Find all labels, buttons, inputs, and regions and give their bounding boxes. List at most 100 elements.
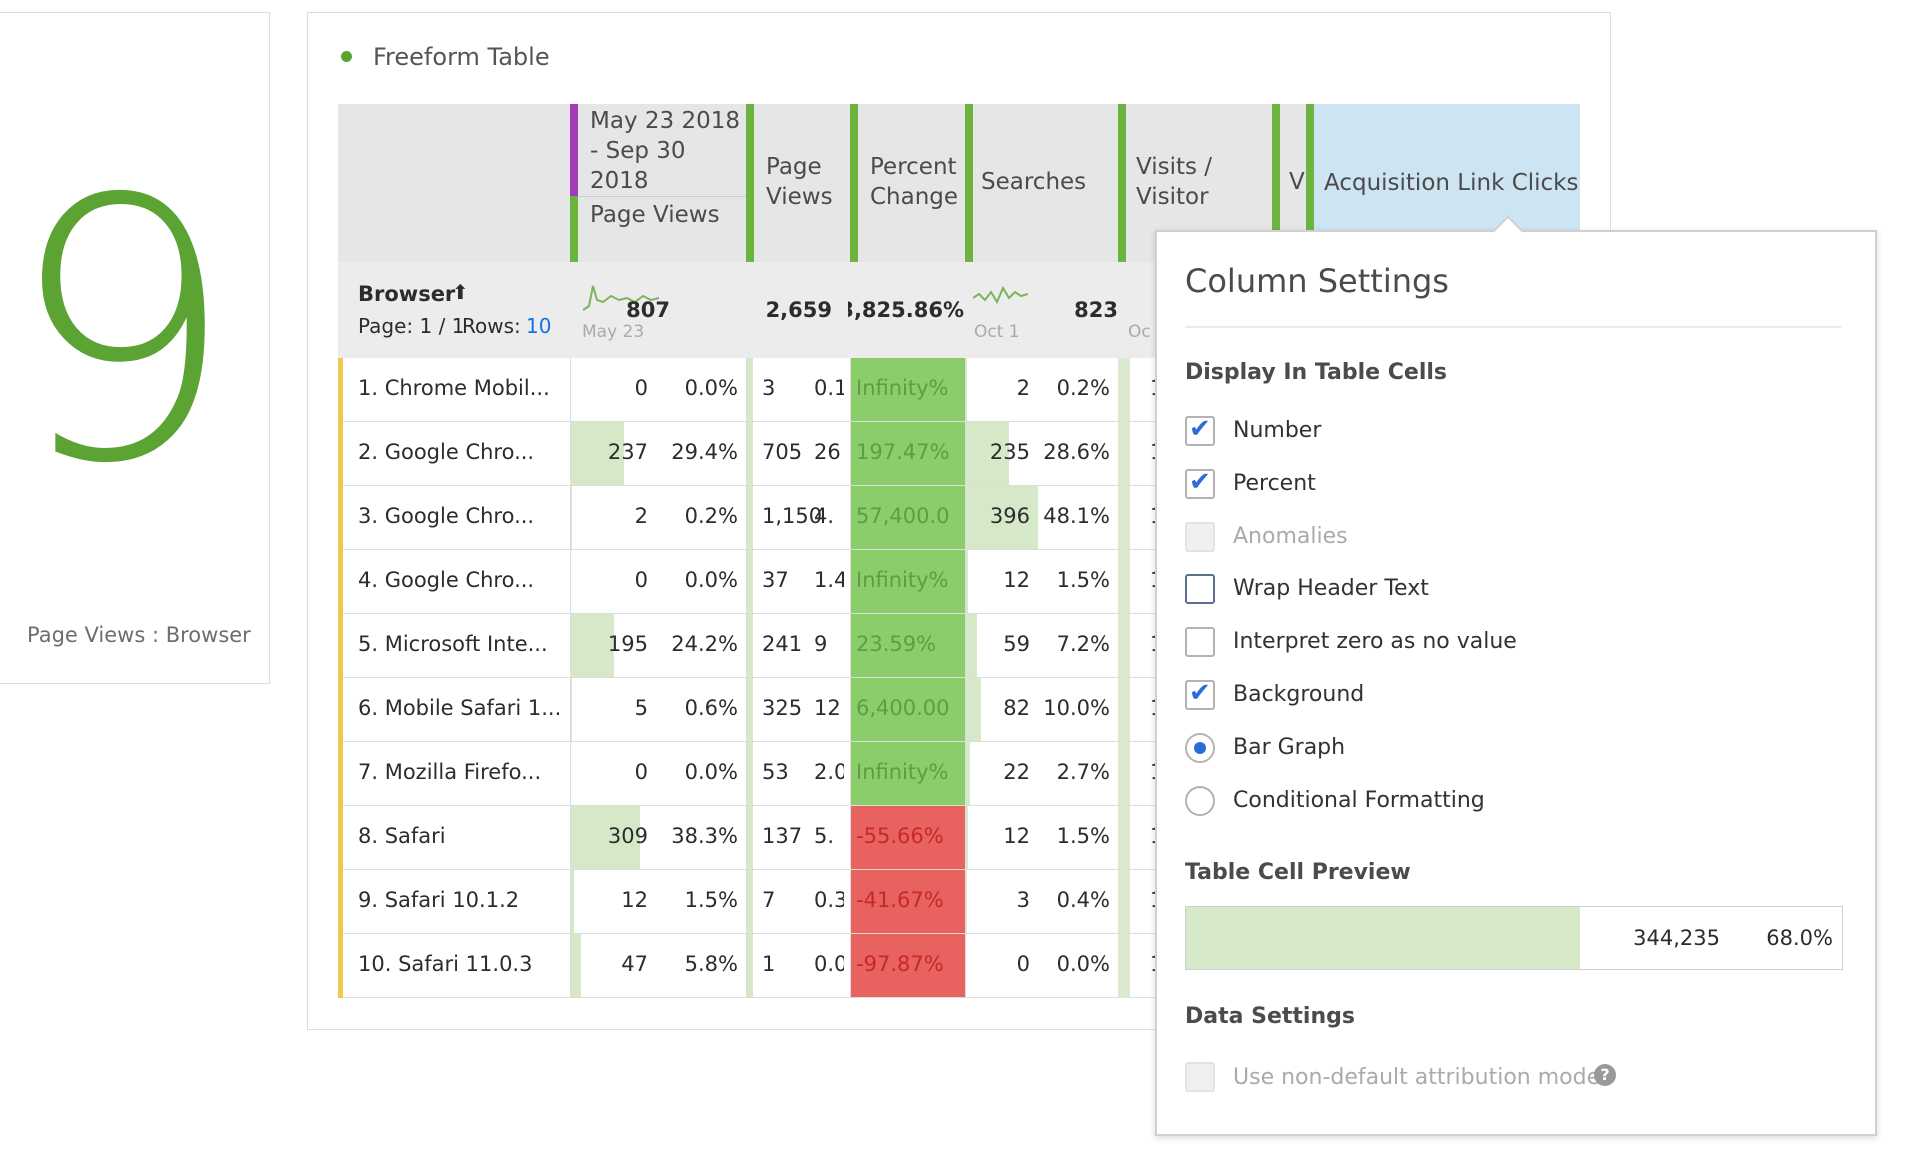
dimension-label[interactable]: Browser: [358, 282, 456, 306]
row-label[interactable]: 5. Microsoft Inte...: [358, 632, 548, 656]
percent-change-cell: [851, 870, 965, 933]
header-v: V: [1289, 169, 1305, 195]
header-searches: Searches: [981, 169, 1087, 195]
option-label[interactable]: Bar Graph: [1233, 734, 1346, 760]
row-marker: [338, 486, 343, 550]
cell-divider: [965, 422, 966, 486]
searches-value: 2: [1016, 376, 1030, 400]
page-views-2-value: 137: [762, 824, 803, 848]
page-views-bar: [571, 614, 615, 677]
pv2-strip: [747, 934, 753, 997]
row-marker: [338, 422, 343, 486]
page-views-bar: [571, 806, 640, 869]
page-views-value: 309: [607, 824, 648, 848]
cell-divider: [850, 358, 851, 422]
row-label[interactable]: 8. Safari: [358, 824, 446, 848]
cell-divider: [570, 486, 571, 550]
searches-bar: [966, 678, 981, 741]
searches-percent: 10.0%: [1043, 696, 1110, 720]
section-header: Table Cell Preview: [1185, 860, 1411, 885]
searches-value: 3: [1016, 888, 1030, 912]
rows-value[interactable]: 10: [526, 314, 552, 338]
cell-divider: [965, 486, 966, 550]
row-label[interactable]: 6. Mobile Safari 1...: [358, 696, 562, 720]
visits-strip: [1118, 806, 1130, 870]
column-divider: [746, 104, 754, 262]
option-label[interactable]: Background: [1233, 682, 1365, 707]
row-label[interactable]: 3. Google Chro...: [358, 504, 535, 528]
row-marker: [338, 614, 343, 678]
pv2-strip: [747, 422, 753, 485]
visits-strip: [1118, 742, 1130, 806]
summary-label: Page Views : Browser: [27, 623, 251, 647]
check-mark: ✔: [1189, 414, 1211, 444]
percent-change-value: 57,400.0: [856, 504, 950, 528]
page-views-bar: [571, 934, 582, 997]
page-views-percent: 5.8%: [684, 952, 738, 976]
radio-button[interactable]: [1185, 732, 1215, 763]
option-label[interactable]: Wrap Header Text: [1233, 576, 1429, 602]
searches-percent: 1.5%: [1056, 824, 1110, 848]
page-views-value: 0: [634, 376, 648, 400]
checkbox[interactable]: ✔: [1185, 414, 1215, 446]
page-views-value: 0: [634, 760, 648, 784]
option-label[interactable]: Number: [1233, 418, 1322, 443]
row-marker: [338, 742, 343, 806]
searches-bar: [966, 806, 969, 869]
option-label[interactable]: Percent: [1233, 470, 1316, 496]
checkbox[interactable]: ✔: [1185, 467, 1215, 499]
row-label[interactable]: 10. Safari 11.0.3: [358, 952, 533, 976]
percent-change-value: -41.67%: [856, 888, 944, 912]
searches-bar: [966, 422, 1009, 485]
row-label[interactable]: 4. Google Chro...: [358, 568, 535, 592]
page-views-percent: 24.2%: [671, 632, 738, 656]
page-views-2-percent: 0.3: [814, 888, 844, 912]
cell-divider: [850, 422, 851, 486]
header-acquisition[interactable]: Acquisition Link Clicks: [1324, 170, 1579, 196]
cell-divider: [850, 550, 851, 614]
page-views-percent: 38.3%: [671, 824, 738, 848]
row-marker: [338, 678, 343, 742]
option-label[interactable]: Conditional Formatting: [1233, 787, 1485, 813]
row-label[interactable]: 7. Mozilla Firefo...: [358, 760, 542, 784]
sort-arrow: ⬆: [452, 280, 469, 304]
checkbox[interactable]: [1185, 627, 1215, 658]
checkbox[interactable]: [1185, 574, 1215, 605]
radio-button[interactable]: [1185, 785, 1215, 816]
page-views-2-percent: 1.4: [814, 568, 844, 592]
row-marker: [338, 550, 343, 614]
header-page-views: Page Views: [590, 202, 720, 228]
page-views-2-value: 705: [762, 440, 803, 464]
row-marker: [338, 934, 343, 998]
page-views-value: 12: [621, 888, 648, 912]
searches-bar: [966, 614, 977, 677]
help-icon[interactable]: ?: [1594, 1064, 1616, 1086]
checkbox[interactable]: ✔: [1185, 678, 1215, 710]
row-marker: [338, 806, 343, 870]
page-views-value: 5: [634, 696, 648, 720]
option-label[interactable]: Interpret zero as no value: [1233, 629, 1517, 655]
column-settings-popover: Column Settings Display In Table Cells ✔ Nu…: [1155, 215, 1877, 1136]
pv2-strip: [747, 614, 753, 677]
row-marker: [338, 358, 343, 422]
percent-change-value: Infinity%: [856, 760, 949, 784]
percent-change-cell: [851, 806, 965, 869]
cell-divider: [850, 678, 851, 742]
row-label[interactable]: 9. Safari 10.1.2: [358, 888, 520, 912]
row-label[interactable]: 2. Google Chro...: [358, 440, 535, 464]
cell-divider: [570, 422, 571, 486]
page-views-value: 0: [634, 568, 648, 592]
cell-divider: [965, 358, 966, 422]
percent-change-value: 197.47%: [856, 440, 950, 464]
page-views-2-value: 7: [762, 888, 776, 912]
page-views-2-percent: 9: [814, 632, 828, 656]
cell-divider: [850, 870, 851, 934]
cell-divider: [965, 934, 966, 998]
pv2-strip: [747, 550, 753, 613]
page-views-percent: 0.0%: [684, 760, 738, 784]
row-label[interactable]: 1. Chrome Mobil...: [358, 376, 550, 400]
visits-strip: [1118, 934, 1130, 998]
total-searches: 823: [1074, 298, 1118, 322]
total-percent-change: 3,825.86%: [848, 298, 964, 322]
searches-value: 235: [989, 440, 1030, 464]
